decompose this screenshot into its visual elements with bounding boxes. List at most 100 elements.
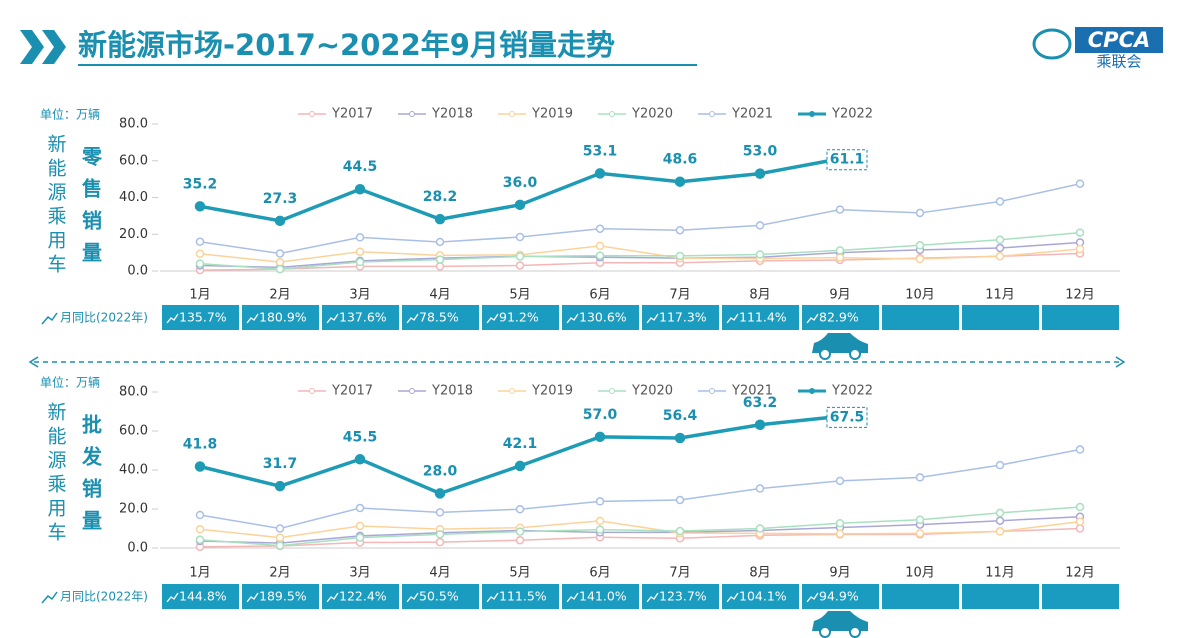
x-tick-label: 3月: [349, 288, 370, 303]
data-point: [595, 497, 605, 506]
yoy-value: 82.9%: [819, 310, 859, 325]
car-icon: [812, 333, 868, 360]
yoy-arrow: [806, 313, 819, 324]
legend-marker: [809, 111, 815, 117]
data-point: [275, 249, 285, 258]
yoy-value: 111.5%: [499, 589, 547, 604]
car-wheel: [819, 348, 831, 360]
data-point: [675, 251, 685, 261]
data-point: [435, 237, 445, 247]
legend-label: Y2020: [631, 384, 673, 399]
x-tick-label: 5月: [509, 288, 530, 303]
data-point: [355, 533, 365, 542]
data-point: [995, 252, 1005, 261]
data-label: 41.8: [183, 436, 218, 452]
data-point: [195, 510, 205, 520]
unit-label: 单位：万辆: [40, 107, 100, 122]
yoy-cell: [402, 305, 479, 330]
data-label: 36.0: [503, 175, 538, 191]
data-point: [835, 476, 845, 486]
data-point: [194, 201, 206, 212]
data-label: 27.3: [263, 191, 298, 207]
car-body: [812, 611, 868, 631]
yoy-cell: [242, 584, 319, 609]
legend-label: Y2021: [731, 384, 773, 399]
series-line: [199, 241, 1081, 269]
yoy-cell: [642, 584, 719, 609]
data-point: [355, 521, 365, 531]
x-tick-label: 4月: [429, 566, 450, 581]
yoy-value: 137.6%: [339, 310, 387, 325]
yoy-arrow: [646, 592, 659, 603]
data-point: [835, 518, 845, 528]
yoy-arrow: [726, 313, 739, 324]
yoy-arrow: [166, 313, 179, 324]
data-point: [674, 432, 686, 444]
trend-icon: [41, 591, 58, 604]
data-point: [995, 243, 1005, 253]
data-point: [755, 250, 765, 259]
data-point: [514, 199, 526, 211]
yoy-cell: [882, 584, 959, 609]
data-point: [915, 208, 925, 218]
yoy-value: 94.9%: [819, 589, 859, 604]
series-line: [199, 520, 1081, 539]
legend-label: Y2018: [431, 384, 473, 399]
legend-label: Y2019: [531, 107, 573, 122]
x-tick-label: 2月: [269, 288, 290, 303]
legend-marker: [809, 388, 815, 394]
x-tick-label: 7月: [669, 566, 690, 581]
legend-label: Y2022: [831, 384, 873, 399]
data-point: [434, 213, 446, 225]
yoy-cell: [802, 305, 879, 330]
data-point: [275, 264, 285, 274]
yoy-arrow: [166, 592, 179, 603]
legend-marker: [409, 111, 415, 117]
data-point: [515, 527, 525, 536]
y-axis-label: 新能源乘用车: [45, 134, 67, 278]
data-label: 53.1: [583, 143, 618, 159]
x-tick-label: 9月: [829, 288, 850, 303]
data-point: [995, 235, 1005, 245]
legend-label: Y2018: [431, 107, 473, 122]
data-point: [755, 221, 765, 230]
data-point: [674, 176, 686, 187]
legend-label: Y2019: [531, 384, 573, 399]
yoy-value: 141.0%: [579, 589, 627, 604]
x-tick-label: 11月: [985, 566, 1015, 581]
yoy-cell: [962, 584, 1039, 609]
data-label: 67.5: [830, 409, 865, 425]
series-line: [199, 516, 1081, 544]
y-axis-label: 新能源乘用车: [45, 402, 67, 546]
data-point: [515, 261, 525, 270]
yoy-label: 月同比(2022年): [60, 590, 148, 604]
label-box: [826, 149, 868, 171]
data-point: [995, 527, 1005, 536]
chart-title: 批发销量: [79, 413, 103, 542]
yoy-cell: [882, 305, 959, 330]
legend-label: Y2020: [631, 107, 673, 122]
data-point: [355, 247, 365, 256]
logo-text: CPCA: [1088, 28, 1150, 52]
yoy-value: 144.8%: [179, 589, 227, 604]
yoy-value: 180.9%: [259, 310, 307, 325]
data-point: [595, 251, 605, 260]
data-point: [195, 249, 205, 258]
x-tick-label: 10月: [905, 288, 935, 303]
data-point: [995, 460, 1005, 470]
yoy-arrow: [326, 313, 339, 324]
yoy-cell: [1042, 305, 1119, 330]
legend-marker: [509, 388, 515, 394]
legend-marker: [409, 388, 415, 394]
legend-marker: [709, 111, 715, 117]
y-tick-label: 40.0: [119, 190, 148, 205]
data-point: [754, 168, 766, 179]
series-line: [199, 182, 1081, 255]
y-tick-label: 40.0: [119, 463, 148, 478]
yoy-label: 月同比(2022年): [60, 311, 148, 325]
logo: CPCA 乘联会: [1032, 27, 1163, 71]
yoy-cell: [642, 305, 719, 330]
data-point: [995, 516, 1005, 525]
yoy-value: 130.6%: [579, 310, 627, 325]
